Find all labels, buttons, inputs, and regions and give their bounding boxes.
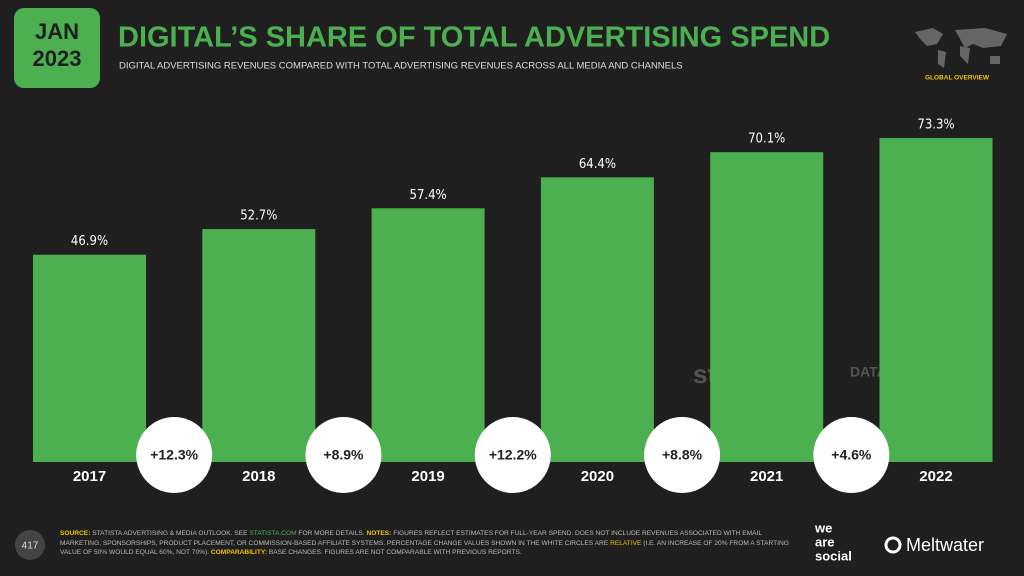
value-label: 57.4% <box>410 188 447 203</box>
change-circle <box>474 417 551 493</box>
footnote-text: FIGURES REFLECT ESTIMATES FOR FULL-YEAR … <box>60 530 762 547</box>
footnote-label: SOURCE: <box>60 530 91 537</box>
x-tick-label: 2017 <box>73 468 106 485</box>
change-label: +8.9% <box>323 447 364 463</box>
x-tick-label: 2018 <box>242 468 275 485</box>
footnote-link: STATISTA.COM <box>249 530 297 537</box>
value-label: 73.3% <box>917 118 954 133</box>
change-circle <box>305 417 382 493</box>
footnote-text: (I.E. AN INCREASE OF 20% FROM A STARTING… <box>60 539 789 557</box>
footnote-label: COMPARABILITY: <box>210 549 268 556</box>
change-label: +12.3% <box>150 447 198 463</box>
badge-month: JAN <box>35 19 79 44</box>
bar <box>710 152 824 462</box>
brand-icon <box>884 536 902 554</box>
subtitle: DIGITAL ADVERTISING REVENUES COMPARED WI… <box>119 61 683 72</box>
bar <box>879 138 993 462</box>
change-label: +12.2% <box>489 447 537 463</box>
x-tick-label: 2022 <box>919 468 952 485</box>
page-number: 417 <box>22 541 39 552</box>
x-tick-label: 2021 <box>750 468 783 485</box>
world-map-icon <box>915 28 1007 68</box>
bar <box>33 254 146 462</box>
change-circle <box>136 417 213 493</box>
change-label: +4.6% <box>831 447 872 463</box>
bar <box>540 177 654 463</box>
x-tick-label: 2020 <box>581 468 614 485</box>
section-label: GLOBAL OVERVIEW <box>925 75 990 82</box>
brand: are <box>815 534 835 549</box>
bar <box>371 208 485 462</box>
badge-year: 2023 <box>33 46 82 71</box>
x-tick-label: 2019 <box>411 468 444 485</box>
value-label: 52.7% <box>240 209 277 224</box>
footnote-text: FOR MORE DETAILS. <box>296 530 367 537</box>
chart-title: DIGITAL’S SHARE OF TOTAL ADVERTISING SPE… <box>118 22 830 54</box>
change-circle <box>813 417 890 493</box>
brand: we <box>814 520 832 535</box>
footnote-text: STATISTA ADVERTISING & MEDIA OUTLOOK. SE… <box>90 530 250 537</box>
value-label: 70.1% <box>748 132 785 147</box>
value-label: 46.9% <box>71 234 108 249</box>
footnote-text: BASE CHANGES. FIGURES ARE NOT COMPARABLE… <box>267 549 522 556</box>
change-circle <box>644 417 721 493</box>
change-label: +8.8% <box>662 447 703 463</box>
footnote: SOURCE: STATISTA ADVERTISING & MEDIA OUT… <box>60 529 790 558</box>
footnote-label: NOTES: <box>366 530 392 537</box>
page-badge <box>15 530 45 560</box>
badge <box>14 8 100 88</box>
footnote-highlight: RELATIVE <box>610 539 642 547</box>
brand: Meltwater <box>906 535 984 555</box>
brand: social <box>815 548 852 563</box>
bar <box>202 229 316 462</box>
value-label: 64.4% <box>579 157 616 172</box>
